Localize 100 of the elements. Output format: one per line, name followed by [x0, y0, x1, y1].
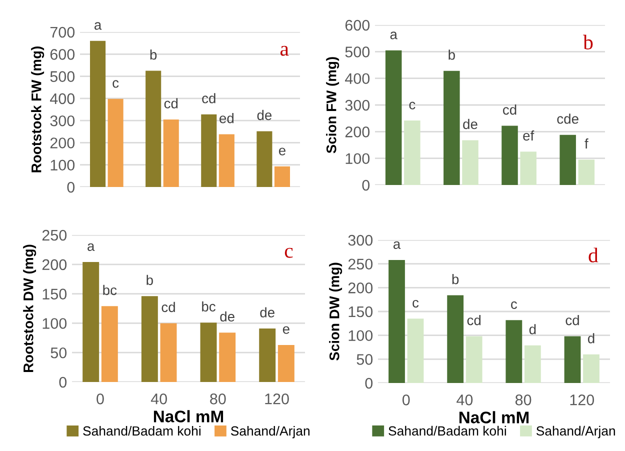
bar	[385, 50, 402, 185]
bar	[583, 354, 600, 383]
x-tick-label: 40	[456, 394, 473, 406]
y-axis-title: Rootstock DW (mg)	[23, 244, 36, 372]
bar	[82, 262, 100, 382]
y-tick-label: 200	[50, 138, 75, 148]
y-axis-title: Scion FW (mg)	[326, 57, 340, 154]
data-label: bc	[202, 301, 216, 312]
data-label: b	[452, 274, 459, 284]
annotation: b	[583, 34, 593, 50]
bar	[407, 318, 424, 383]
data-label: cd	[566, 315, 579, 326]
bar	[524, 345, 541, 383]
data-label: cd	[162, 302, 175, 312]
y-tick-label: 400	[50, 93, 75, 104]
bar	[259, 328, 276, 382]
data-label: b	[146, 274, 153, 286]
y-tick-label: 250	[348, 258, 373, 270]
data-label: f	[584, 138, 588, 148]
y-tick-label: 300	[50, 115, 75, 126]
bar	[404, 120, 420, 185]
data-label: b	[448, 50, 455, 60]
bar	[520, 152, 536, 185]
x-axis-title: NaCl mM	[459, 411, 529, 424]
data-label: d	[588, 333, 594, 344]
data-label: de	[220, 311, 234, 322]
bar	[502, 126, 518, 185]
bar	[506, 320, 522, 383]
y-tick-label: 0	[362, 180, 370, 191]
bar	[200, 322, 217, 382]
data-label: c	[412, 300, 419, 308]
bar	[108, 98, 124, 187]
data-label: c	[112, 80, 119, 88]
y-tick-label: 0	[365, 378, 373, 389]
data-label: e	[282, 326, 290, 334]
data-label: ed	[220, 113, 234, 124]
y-tick-label: 300	[345, 100, 370, 111]
annotation: a	[280, 46, 289, 56]
data-label: a	[393, 241, 401, 249]
y-tick-label: 500	[50, 71, 75, 82]
bar	[462, 140, 478, 185]
bar	[256, 131, 272, 187]
bar	[388, 260, 405, 383]
y-axis-title: Scion DW (mg)	[329, 262, 342, 360]
bar	[219, 332, 236, 382]
legend-label: Sahand/Arjan	[536, 426, 615, 438]
y-tick-label: 400	[345, 73, 370, 84]
x-tick-label: 120	[265, 394, 289, 404]
bar	[447, 295, 464, 383]
y-tick-label: 200	[42, 259, 67, 270]
legend-label: Sahand/Badam kohi	[83, 426, 200, 436]
bar	[90, 40, 106, 187]
data-label: d	[529, 324, 536, 334]
bar	[560, 134, 576, 185]
y-tick-label: 50	[50, 347, 67, 358]
x-tick-label: 0	[402, 394, 410, 406]
y-tick-label: 300	[348, 234, 373, 246]
bar	[466, 336, 482, 383]
annotation: d	[588, 248, 598, 262]
data-label: bc	[103, 284, 117, 296]
y-tick-label: 100	[346, 153, 370, 164]
legend-label: Sahand/Badam kohi	[388, 426, 506, 436]
bar	[278, 344, 294, 382]
bar	[146, 70, 162, 187]
x-tick-label: 120	[570, 394, 594, 406]
bar	[564, 336, 581, 383]
data-label: c	[409, 102, 416, 110]
data-label: cde	[557, 114, 578, 124]
data-label: c	[511, 301, 518, 309]
bar	[274, 166, 290, 187]
y-tick-label: 50	[356, 354, 373, 365]
data-label: a	[88, 243, 95, 251]
bar	[163, 119, 179, 187]
data-label: cd	[503, 104, 516, 115]
bar	[141, 296, 158, 382]
data-label: a	[390, 32, 398, 40]
bar	[101, 306, 118, 382]
bar	[218, 134, 234, 187]
data-label: b	[150, 49, 157, 60]
y-tick-label: 150	[42, 288, 67, 300]
y-tick-label: 500	[345, 46, 370, 58]
x-tick-label: 80	[210, 394, 226, 404]
y-tick-label: 600	[50, 49, 75, 60]
bar	[578, 160, 595, 185]
x-axis-title: NaCl mM	[154, 410, 224, 422]
annotation: c	[284, 248, 293, 258]
y-tick-label: 100	[50, 160, 75, 171]
y-tick-label: 700	[50, 26, 75, 38]
bar	[444, 70, 460, 185]
y-tick-label: 0	[59, 376, 67, 388]
y-axis-title: Rootstock FW (mg)	[31, 46, 44, 172]
x-tick-label: 40	[150, 394, 167, 404]
y-tick-label: 0	[67, 182, 75, 193]
data-label: de	[260, 307, 274, 318]
data-label: de	[463, 118, 478, 130]
y-tick-label: 200	[348, 282, 373, 294]
bar	[160, 323, 177, 382]
data-label: ef	[523, 130, 534, 141]
data-label: cd	[164, 98, 178, 108]
y-tick-label: 600	[345, 20, 370, 31]
